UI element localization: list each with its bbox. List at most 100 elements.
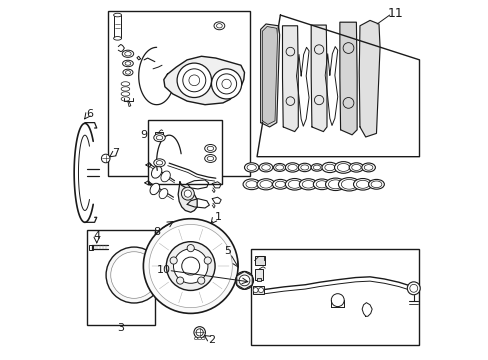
Polygon shape (257, 15, 419, 157)
Ellipse shape (321, 162, 337, 172)
Ellipse shape (113, 37, 121, 40)
Ellipse shape (207, 146, 213, 150)
Circle shape (112, 253, 155, 297)
Circle shape (258, 288, 263, 293)
Circle shape (127, 269, 140, 282)
Ellipse shape (310, 164, 322, 171)
Circle shape (106, 247, 162, 303)
Circle shape (143, 219, 238, 314)
Bar (147, 120, 222, 184)
Ellipse shape (356, 180, 368, 188)
Ellipse shape (334, 162, 352, 173)
Ellipse shape (257, 179, 274, 190)
Bar (113, 15, 121, 39)
Bar (257, 278, 261, 281)
Polygon shape (339, 22, 356, 135)
Ellipse shape (214, 22, 224, 30)
Text: 8: 8 (153, 227, 160, 237)
Text: 3: 3 (117, 323, 124, 333)
Ellipse shape (201, 337, 204, 339)
Ellipse shape (121, 87, 129, 91)
Ellipse shape (337, 163, 349, 171)
Ellipse shape (260, 180, 271, 188)
Text: 7: 7 (112, 148, 119, 158)
Circle shape (173, 249, 207, 283)
Circle shape (181, 187, 194, 200)
Ellipse shape (285, 163, 299, 172)
Circle shape (176, 277, 183, 284)
Bar (250, 249, 418, 345)
Ellipse shape (370, 181, 381, 188)
Circle shape (183, 69, 205, 92)
Ellipse shape (364, 165, 372, 170)
Bar (253, 286, 264, 294)
Ellipse shape (198, 337, 201, 339)
Ellipse shape (161, 171, 170, 182)
Circle shape (122, 264, 145, 287)
Circle shape (285, 47, 294, 56)
Bar (86, 230, 155, 325)
Ellipse shape (194, 337, 198, 339)
Ellipse shape (204, 144, 216, 152)
Ellipse shape (287, 180, 301, 188)
Ellipse shape (368, 179, 384, 189)
Ellipse shape (313, 165, 320, 170)
Ellipse shape (302, 180, 314, 188)
Text: 11: 11 (386, 8, 402, 21)
Ellipse shape (113, 13, 121, 17)
Circle shape (197, 277, 204, 284)
Ellipse shape (245, 181, 257, 188)
Circle shape (110, 252, 157, 298)
Ellipse shape (285, 179, 304, 190)
Ellipse shape (341, 179, 356, 189)
Polygon shape (325, 46, 337, 126)
Text: 5: 5 (224, 246, 231, 256)
Bar (254, 256, 264, 265)
Polygon shape (262, 27, 277, 125)
Ellipse shape (204, 154, 216, 162)
Ellipse shape (348, 163, 363, 172)
Circle shape (204, 257, 211, 264)
Bar (107, 12, 250, 176)
Circle shape (194, 327, 205, 338)
Ellipse shape (124, 51, 131, 56)
Ellipse shape (275, 181, 285, 188)
Ellipse shape (316, 181, 327, 188)
Ellipse shape (122, 50, 133, 57)
Text: 2: 2 (207, 334, 215, 345)
Circle shape (184, 190, 191, 197)
Circle shape (409, 284, 417, 292)
Ellipse shape (125, 62, 131, 65)
Text: 4: 4 (93, 231, 100, 241)
Ellipse shape (273, 163, 285, 171)
Circle shape (343, 42, 353, 53)
Ellipse shape (328, 180, 342, 189)
Ellipse shape (244, 163, 258, 172)
Bar (89, 244, 93, 249)
Ellipse shape (122, 60, 133, 67)
Circle shape (146, 266, 154, 273)
Circle shape (330, 294, 344, 307)
Polygon shape (359, 21, 379, 137)
Ellipse shape (325, 178, 345, 190)
Ellipse shape (121, 92, 129, 96)
Ellipse shape (313, 179, 330, 190)
Circle shape (101, 154, 110, 163)
Ellipse shape (261, 165, 270, 170)
Bar (155, 132, 163, 137)
Ellipse shape (299, 179, 317, 190)
Circle shape (239, 275, 249, 286)
Ellipse shape (150, 183, 160, 195)
Ellipse shape (156, 135, 163, 140)
Ellipse shape (122, 69, 133, 76)
Circle shape (285, 97, 294, 105)
Ellipse shape (324, 164, 334, 171)
Circle shape (149, 225, 232, 308)
Circle shape (211, 69, 241, 99)
Ellipse shape (287, 165, 297, 171)
Ellipse shape (272, 179, 287, 189)
Ellipse shape (121, 97, 129, 101)
Polygon shape (178, 182, 197, 212)
Circle shape (196, 329, 203, 336)
Ellipse shape (207, 156, 213, 161)
